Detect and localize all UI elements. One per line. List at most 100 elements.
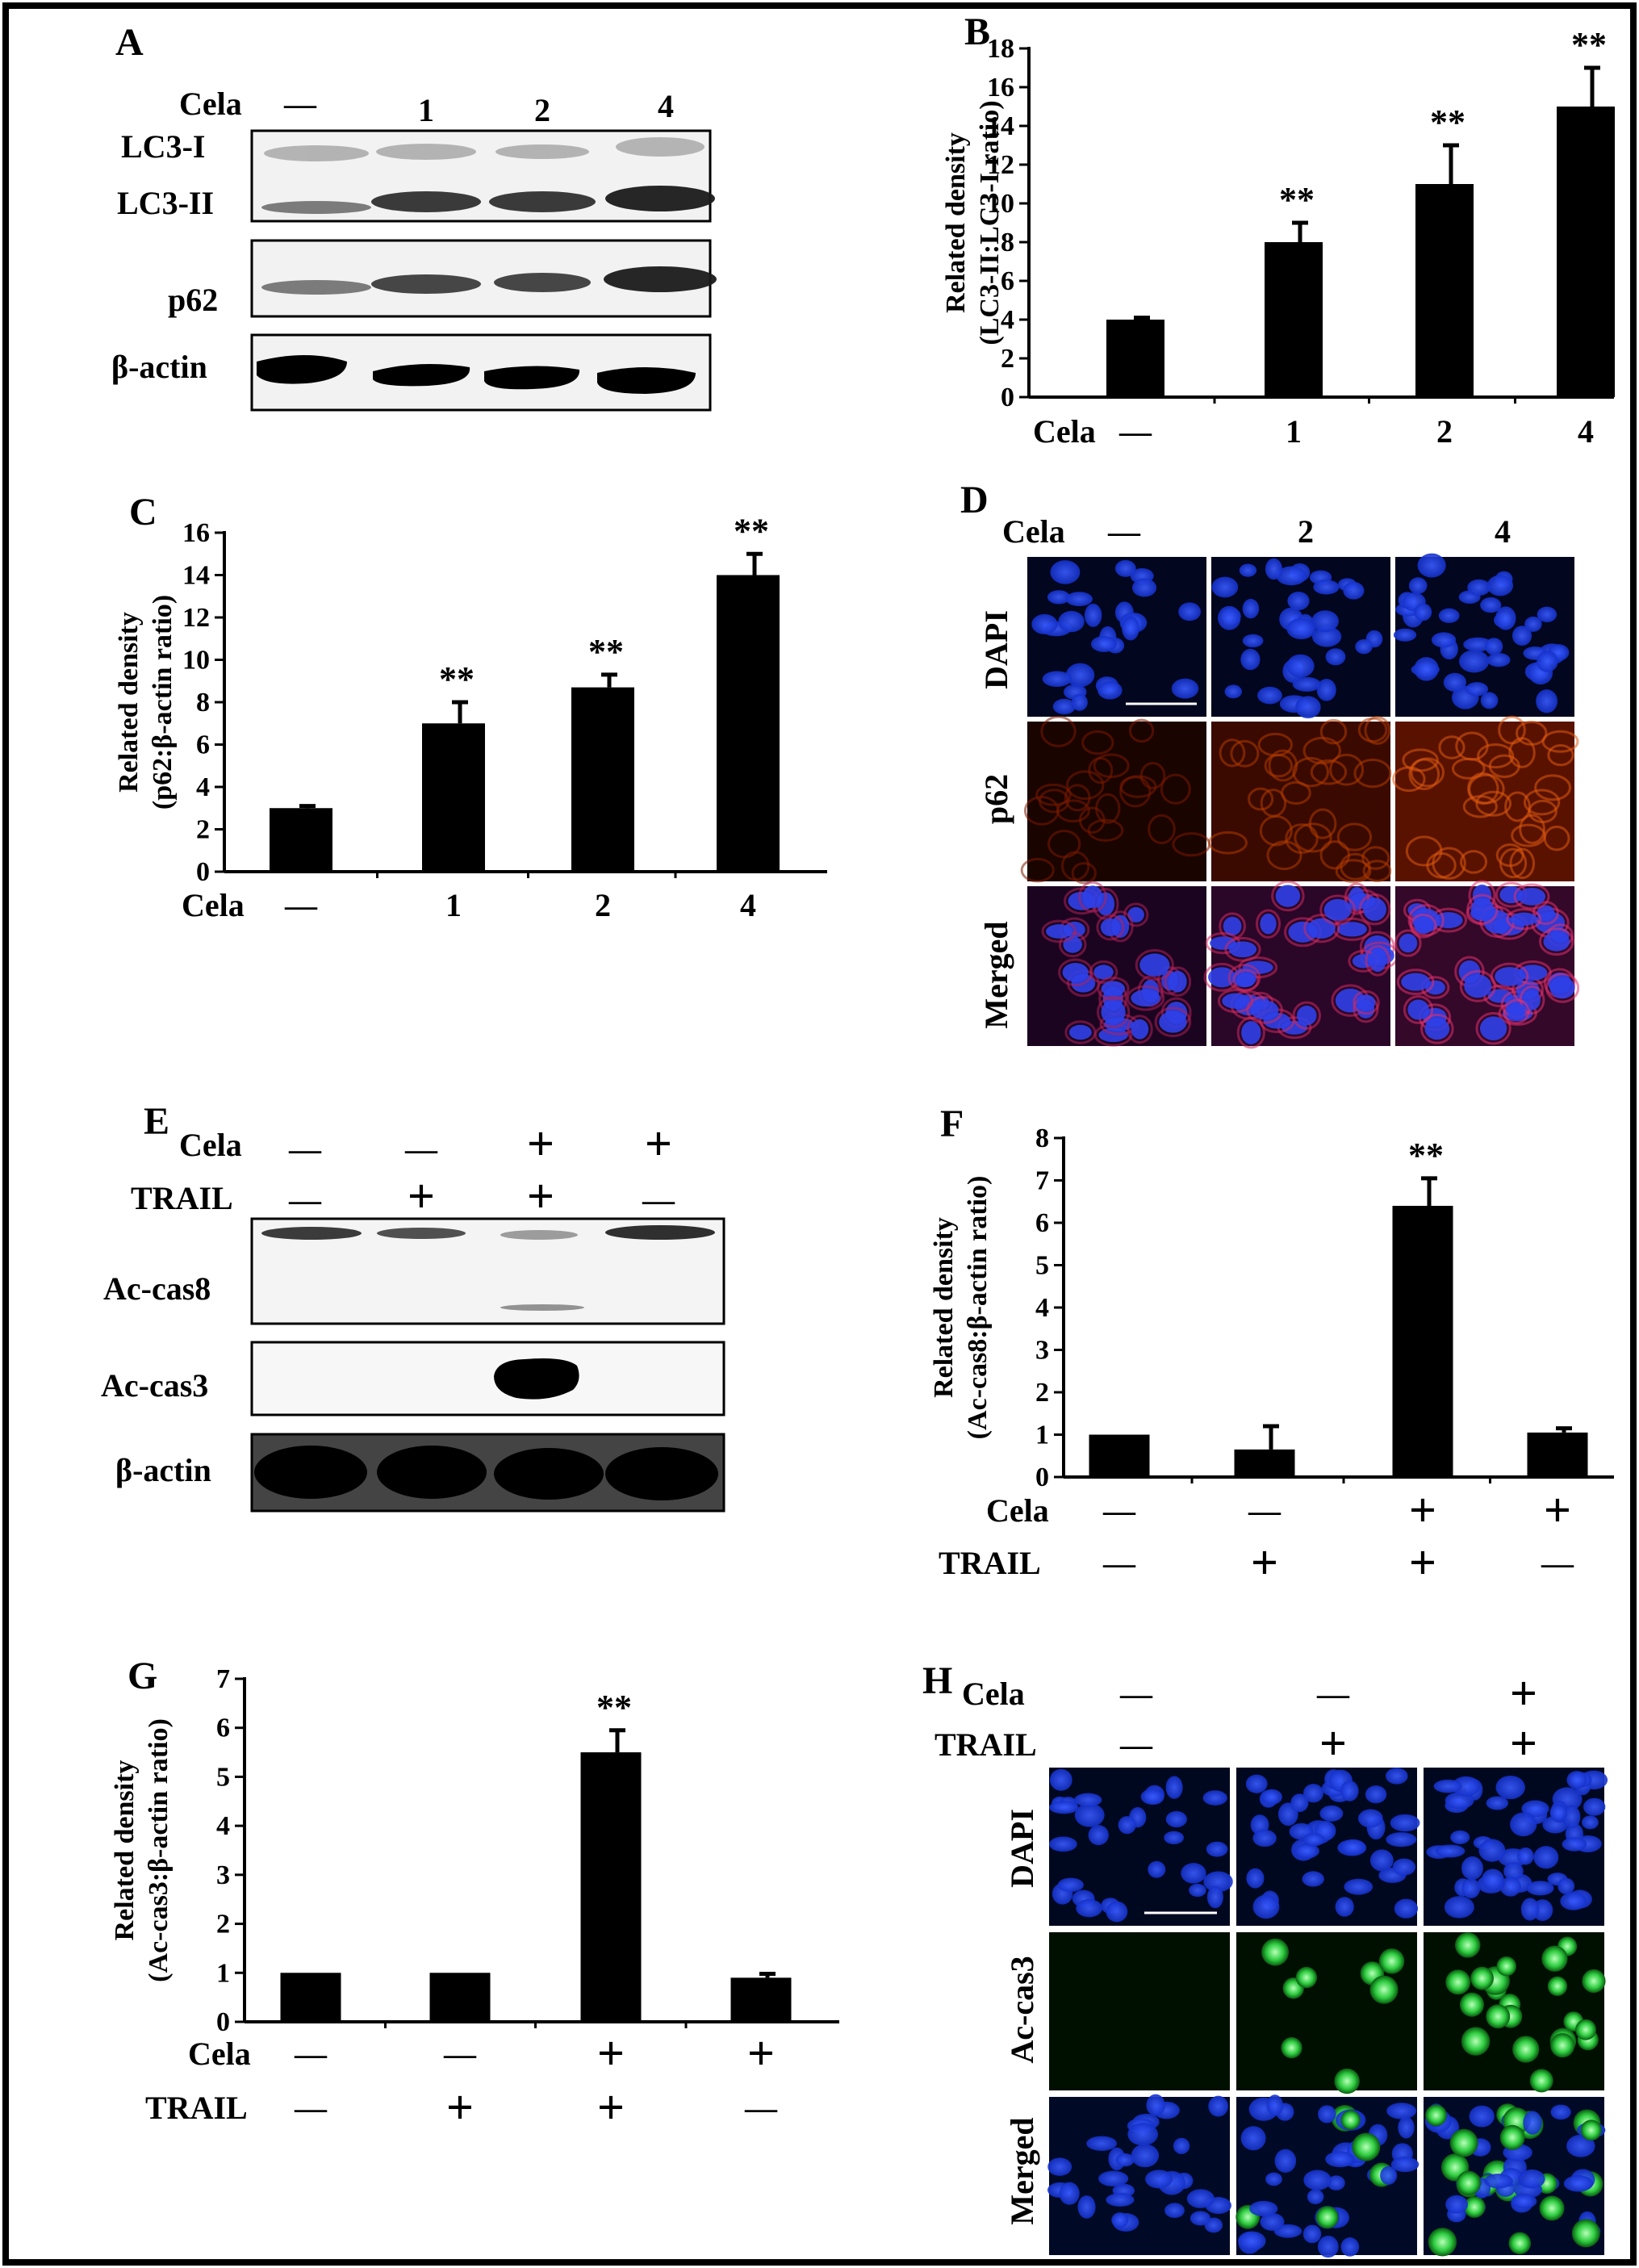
panel-h-nucleus [1450,1830,1470,1844]
chart-f-y-tick-label: 1 [1035,1421,1049,1450]
panel-d-cell-outline [1302,736,1341,765]
panel-d-nucleus [1480,692,1499,709]
panel-h-nucleus [1433,1779,1462,1793]
panel-h-nucleus [1186,2189,1215,2208]
chart-c-significance: ** [588,632,624,672]
panel-d-nucleus [1417,553,1446,578]
panel-h-nucleus [1203,1871,1233,1893]
panel-d-cell-outline [1516,720,1548,746]
panel-d-cell-outline [1504,791,1531,822]
panel-h-nucleus [1444,1896,1474,1919]
chart-b-bar [1557,107,1615,397]
chart-g-letter: G [128,1655,157,1697]
panel-d-cell-outline [1123,902,1149,927]
panel-d-cell-outline [1247,787,1274,811]
chart-f-y-tick-label: 8 [1035,1124,1049,1153]
panel-h-nucleus [1478,1839,1506,1862]
panel-d-nucleus [1260,913,1277,935]
panel-d-cell-outline [1358,893,1391,926]
panel-d-nucleus [1218,605,1241,630]
panel-d-cell-outline [1353,990,1380,1015]
panel-h-nucleus [1127,2123,1158,2146]
panel-d-cell-outline [1020,857,1055,883]
panel-d-row-dapi: DAPI [978,610,1014,689]
chart-g-condition-value: + [597,2027,625,2080]
chart-f-condition-value: — [1102,1492,1136,1529]
panel-h-image-background [1049,1932,1230,2090]
panel-h-trail-2: + [1319,1717,1347,1770]
panel-d-cell-outline [1460,850,1488,874]
panel-h-nucleus [1077,2195,1096,2219]
panel-h-nucleus [1325,2151,1355,2168]
chart-b-y-tick-label: 0 [1001,383,1014,412]
panel-h-nucleus [1340,1839,1366,1856]
panel-d-cell-outline [1534,774,1572,801]
chart-f-condition-label: Cela [986,1492,1049,1529]
panel-h-positive-cell [1425,2104,1447,2127]
panel-h-nucleus [1566,2134,1595,2157]
panel-h-image-r2-c2 [1236,1932,1417,2094]
chart-g-condition-value: — [443,2036,477,2072]
panel-d-nucleus [1122,616,1139,641]
panel-h-nucleus [1386,1832,1417,1847]
panel-h-nucleus [1049,1836,1077,1852]
chart-f-y-tick-label: 3 [1035,1336,1049,1366]
panel-h-nucleus [1059,2182,1080,2205]
chart-f-y-tick-label: 5 [1035,1251,1049,1281]
panel-d-nucleus [1240,648,1261,671]
chart-c-y-tick-label: 10 [182,646,210,676]
panel-d-cell-outline [1041,919,1077,944]
panel-h-positive-cell [1340,2110,1361,2130]
panel-d-nucleus [1524,616,1542,632]
panel-d-cell-outline [1538,927,1574,956]
panel-d-cell-outline [1232,969,1260,992]
panel-h-image-r3-c3 [1424,2097,1606,2257]
panel-d-cell-outline [1023,795,1060,826]
panel-h-nucleus [1392,1858,1416,1876]
chart-b-condition-value: 4 [1578,413,1594,450]
panel-d-nucleus [1407,999,1429,1020]
chart-g: G 0 1 2 3 4 5 6 7 ** Related density (Ac-cas3:β-ac… [110,1655,839,2134]
panel-d-row-merged: Merged [978,921,1014,1028]
panel-d-row-p62: p62 [978,774,1014,824]
panel-h-nucleus [1202,1790,1227,1806]
panel-d-cell-outline [1466,893,1499,925]
chart-f-bar [1392,1206,1453,1477]
panel-h-nucleus [1190,2211,1211,2226]
panel-h-nucleus [1583,1797,1606,1816]
panel-h-nucleus [1533,1846,1559,1869]
chart-f-y-tick-label: 6 [1035,1208,1049,1238]
chart-b-y-tick-label: 16 [987,73,1014,103]
panel-h-nucleus [1164,2203,1185,2219]
panel-h-nucleus [1520,1898,1540,1921]
panel-d-cell-outline [1407,904,1445,937]
panel-d-nucleus [1323,898,1352,921]
panel-d-nucleus [1414,657,1439,681]
panel-d-nucleus [1313,580,1340,595]
chart-b-condition-label: Cela [1033,413,1096,450]
panel-h-letter: H [922,1659,952,1702]
panel-d-nucleus [1065,663,1095,688]
panel-d-nucleus [1239,563,1257,577]
chart-b-y-tick-label: 14 [987,111,1014,141]
chart-b-significance: ** [1430,103,1465,142]
panel-d-cell-outline [1498,715,1526,745]
panel-d-nucleus [1236,973,1255,987]
chart-f-condition-value: — [1541,1545,1574,1581]
panel-a-row-p62: p62 [168,282,218,318]
panel-d-nucleus [1399,933,1418,953]
panel-d-cell-outline [1410,757,1445,788]
panel-d-nucleus [1431,632,1457,648]
panel-d-cell-outline [1499,847,1528,879]
panel-d-cell-outline [1096,914,1125,941]
chart-f-y-tick-label: 2 [1035,1378,1049,1408]
panel-h-positive-cell [1470,1966,1494,1990]
panel-d-nucleus [1464,974,1492,998]
panel-h-positive-cell [1547,1976,1568,1996]
panel-d-nucleus [1031,613,1058,634]
panel-d-cell-outline [1088,756,1114,785]
chart-b-significance: ** [1279,180,1315,220]
panel-d-cell-outline [1509,847,1536,880]
panel-d-cell-outline [1361,846,1390,870]
panel-h-nucleus [1165,1810,1187,1828]
